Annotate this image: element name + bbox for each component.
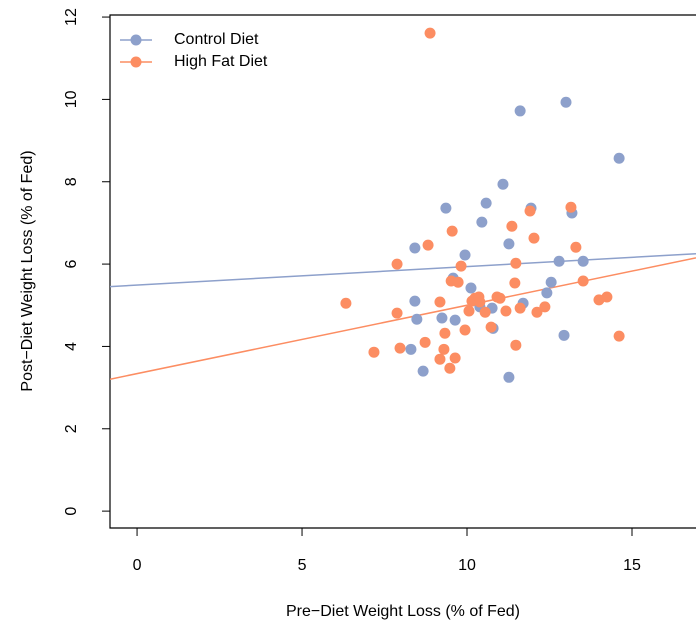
y-tick-label: 4 xyxy=(63,342,80,351)
point xyxy=(419,336,431,348)
point xyxy=(509,277,521,289)
point xyxy=(436,312,448,324)
point xyxy=(558,329,570,341)
point xyxy=(479,306,491,318)
y-tick-label: 2 xyxy=(63,424,80,433)
point xyxy=(459,324,471,336)
legend-marker xyxy=(130,56,142,68)
point xyxy=(503,371,515,383)
y-axis-title: Post−Diet Weight Loss (% of Fed) xyxy=(19,150,36,391)
point xyxy=(485,321,497,333)
point xyxy=(506,220,518,232)
point xyxy=(539,301,551,313)
point xyxy=(514,302,526,314)
point xyxy=(417,365,429,377)
point xyxy=(438,343,450,355)
point xyxy=(424,27,436,39)
legend-label: High Fat Diet xyxy=(174,53,268,70)
point xyxy=(494,292,506,304)
point xyxy=(613,152,625,164)
x-tick-label: 10 xyxy=(458,557,476,574)
point xyxy=(541,287,553,299)
y-tick-label: 8 xyxy=(63,177,80,186)
point xyxy=(510,339,522,351)
point xyxy=(565,201,577,213)
point xyxy=(440,202,452,214)
point xyxy=(524,205,536,217)
point xyxy=(459,249,471,261)
point xyxy=(439,327,451,339)
point xyxy=(601,291,613,303)
point xyxy=(422,239,434,251)
x-tick-label: 15 xyxy=(623,557,641,574)
x-axis-title: Pre−Diet Weight Loss (% of Fed) xyxy=(286,603,520,620)
point xyxy=(444,362,456,374)
point xyxy=(480,197,492,209)
point xyxy=(528,232,540,244)
point xyxy=(531,306,543,318)
point xyxy=(613,330,625,342)
y-tick-label: 6 xyxy=(63,260,80,269)
point xyxy=(465,282,477,294)
point xyxy=(391,307,403,319)
point xyxy=(503,238,515,250)
point xyxy=(497,178,509,190)
point xyxy=(553,255,565,267)
point xyxy=(560,96,572,108)
point xyxy=(434,353,446,365)
point xyxy=(434,296,446,308)
point xyxy=(409,295,421,307)
legend-marker xyxy=(130,34,142,46)
point xyxy=(446,225,458,237)
point xyxy=(449,314,461,326)
point xyxy=(391,258,403,270)
x-tick-label: 5 xyxy=(298,557,307,574)
point xyxy=(500,305,512,317)
plot-area xyxy=(110,27,696,383)
point xyxy=(463,305,475,317)
point xyxy=(394,342,406,354)
y-tick-label: 12 xyxy=(63,8,80,26)
point xyxy=(449,352,461,364)
point xyxy=(545,276,557,288)
point xyxy=(405,343,417,355)
point xyxy=(577,255,589,267)
y-tick-label: 10 xyxy=(63,90,80,108)
point xyxy=(570,241,582,253)
point xyxy=(455,260,467,272)
plot-frame xyxy=(109,14,696,529)
x-tick-label: 0 xyxy=(133,557,142,574)
point xyxy=(411,313,423,325)
point xyxy=(510,257,522,269)
point xyxy=(452,276,464,288)
y-tick-label: 0 xyxy=(63,507,80,516)
point xyxy=(340,297,352,309)
point xyxy=(514,105,526,117)
point xyxy=(577,275,589,287)
trend-line xyxy=(110,252,696,288)
point xyxy=(368,346,380,358)
point xyxy=(409,242,421,254)
legend-label: Control Diet xyxy=(174,31,259,48)
point xyxy=(474,296,486,308)
trend-line xyxy=(110,257,696,380)
point xyxy=(476,216,488,228)
